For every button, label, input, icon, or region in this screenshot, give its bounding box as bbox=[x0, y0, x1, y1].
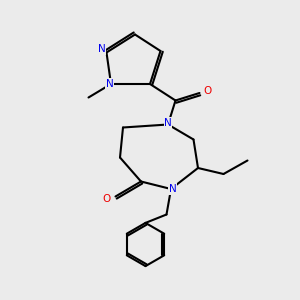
Text: O: O bbox=[102, 194, 111, 205]
Text: O: O bbox=[203, 86, 211, 97]
Text: N: N bbox=[106, 79, 113, 89]
Text: N: N bbox=[164, 118, 172, 128]
Text: N: N bbox=[98, 44, 106, 55]
Text: N: N bbox=[169, 184, 176, 194]
